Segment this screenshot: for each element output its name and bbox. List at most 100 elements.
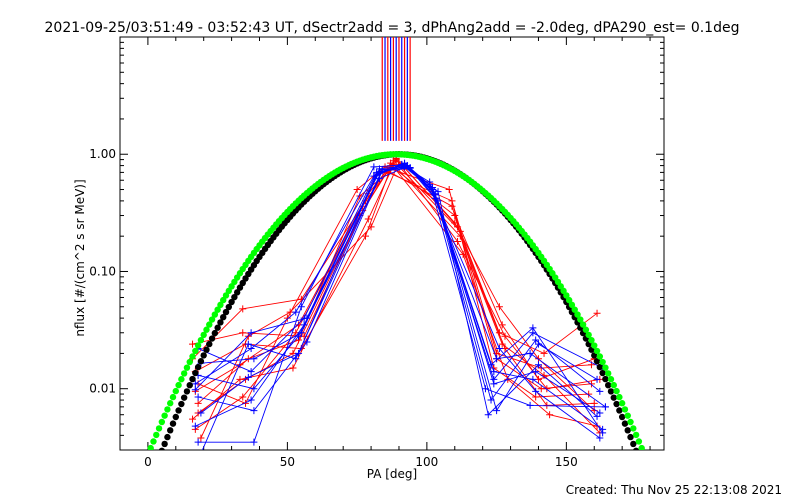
fit-curve-dot [158, 447, 165, 450]
fit-curve-dot [613, 387, 620, 395]
x-tick-label: 50 [280, 455, 295, 469]
fit-curve-dot [633, 447, 640, 450]
fit-curve-dot [186, 358, 193, 366]
created-timestamp: Created: Thu Nov 25 22:13:08 2021 [566, 483, 782, 497]
fit-curve-dot [206, 340, 213, 348]
plus-marker [534, 340, 542, 348]
fit-curve-dot [568, 301, 576, 309]
fit-curve-dot [560, 287, 567, 295]
fit-curve-dot [236, 284, 244, 291]
plus-marker [197, 409, 205, 417]
fit-curve-dot [172, 413, 179, 421]
plus-marker [283, 314, 291, 322]
plus-marker [247, 345, 255, 353]
plus-marker [247, 396, 255, 404]
plus-marker [498, 321, 506, 329]
fit-curve-dot [214, 306, 221, 313]
plus-marker [197, 434, 205, 442]
plus-marker [532, 387, 540, 395]
series-line [198, 164, 606, 443]
series-line [192, 163, 601, 434]
fit-curve-dot [180, 394, 188, 401]
fit-curve-dot [197, 358, 205, 365]
plot-area: 0 50 100 150 0.01 0.10 1.00 [89, 36, 665, 469]
plus-marker [529, 375, 537, 383]
plus-marker [250, 438, 258, 446]
y-tick-label: 1.00 [89, 147, 116, 161]
fit-curve-dot [233, 289, 241, 296]
plus-marker [537, 385, 545, 393]
plus-marker [247, 368, 255, 376]
fit-curve-dot [220, 313, 227, 321]
plus-marker [484, 411, 492, 419]
fit-curve-dot [222, 292, 230, 299]
fit-curve-dot [607, 388, 615, 395]
plus-marker [529, 324, 537, 332]
fit-curve-dot [208, 316, 216, 323]
data-layer [147, 37, 645, 450]
series-line [195, 163, 606, 408]
fit-curve-dot [175, 381, 182, 389]
plus-marker [297, 303, 305, 311]
plus-marker [445, 186, 453, 194]
fit-curve-dot [200, 331, 207, 339]
fit-curve-dot [161, 440, 168, 448]
fit-curve-dot [599, 369, 606, 377]
plus-marker [532, 368, 540, 376]
plus-marker [534, 355, 542, 363]
x-tick-label: 0 [144, 455, 152, 469]
fit-curve-dot [610, 381, 617, 389]
x-tick-label: 100 [415, 455, 438, 469]
plus-marker [526, 401, 534, 409]
fit-curve-dot [638, 444, 645, 450]
fit-curve-dot [225, 303, 232, 311]
plus-marker [601, 403, 609, 411]
plus-marker [239, 393, 247, 401]
fit-curve-dot [602, 364, 609, 371]
fit-curve-dot [203, 326, 210, 333]
fit-curve-dot [605, 381, 612, 389]
plus-marker [289, 364, 297, 372]
fit-curve-dot [627, 433, 634, 441]
plus-marker [239, 305, 247, 313]
plus-marker [493, 407, 501, 415]
fit-curve-dot [147, 444, 154, 450]
fit-curve-dot [158, 418, 166, 426]
fit-curve-dot [194, 363, 202, 371]
fit-curve-dot [630, 440, 637, 448]
fit-curve-dot [607, 376, 615, 383]
plus-marker [403, 162, 411, 170]
fit-curve-dot [585, 331, 592, 339]
plus-marker [596, 409, 604, 417]
plus-marker [295, 332, 303, 340]
fit-curve-dot [616, 393, 623, 401]
fit-curve-dot [613, 400, 620, 408]
plus-marker [490, 380, 498, 388]
fit-curve-dot [169, 420, 177, 427]
plus-marker [239, 329, 247, 337]
plus-marker [364, 215, 372, 223]
y-axis-label: nflux [#/(cm^2 s sr MeV)] [73, 179, 87, 336]
plus-marker [194, 393, 202, 401]
plus-marker [590, 399, 598, 407]
fit-curve-dot [610, 394, 617, 401]
fit-curve-dot [565, 296, 573, 304]
fit-curve-dot [155, 425, 163, 432]
plus-marker [448, 202, 456, 210]
fit-curve-dot [211, 329, 219, 337]
fit-curve-dot [624, 427, 631, 434]
y-tick-label: 0.10 [89, 264, 116, 278]
fit-curve-dot [579, 321, 587, 328]
fit-curve-dot [602, 375, 609, 383]
fit-curve-dot [189, 375, 196, 383]
plus-marker [194, 438, 202, 446]
plus-marker [250, 355, 258, 363]
fit-curve-dot [211, 311, 219, 318]
fit-curve-dot [183, 388, 191, 395]
plus-marker [593, 375, 601, 383]
fit-curve-dot [178, 400, 185, 408]
plus-marker [428, 186, 436, 194]
fit-curve-dot [618, 400, 626, 407]
fit-curve-dot [194, 342, 202, 349]
plus-marker [587, 380, 595, 388]
